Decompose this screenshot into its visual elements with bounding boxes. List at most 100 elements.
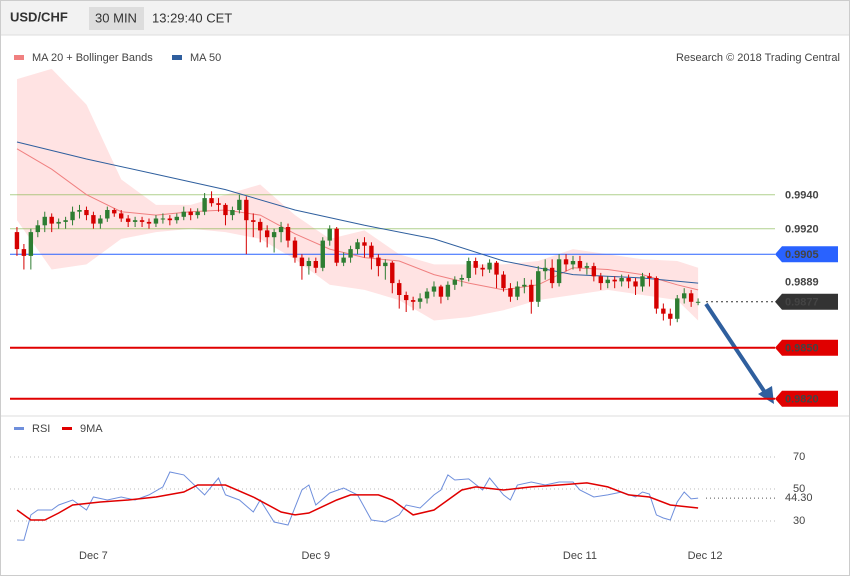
candle-body (188, 211, 193, 216)
candle-body (577, 261, 583, 268)
candle-body (355, 242, 360, 250)
candle-body (264, 230, 270, 238)
candle-body (278, 227, 284, 233)
y-tick-label: 30 (793, 515, 805, 527)
candle-body (626, 278, 631, 282)
candle-body (417, 298, 423, 302)
candle-body (681, 293, 687, 299)
candle-body (119, 213, 124, 219)
rsi-line (16, 471, 699, 541)
level-label: 0.9920 (785, 224, 819, 236)
candle-body (508, 288, 513, 297)
x-tick-label: Dec 9 (301, 550, 330, 562)
level-label: 0.9877 (785, 297, 819, 309)
candle-body (112, 210, 117, 214)
candle-body (209, 198, 214, 204)
bollinger-band (17, 68, 699, 321)
candle-body (501, 274, 506, 289)
candle-body (202, 198, 207, 212)
legend-label: RSI (32, 423, 50, 435)
x-tick-label: Dec 7 (79, 550, 108, 562)
credit: Research © 2018 Trading Central (676, 52, 840, 64)
level-label: 0.9905 (785, 249, 819, 261)
candle-body (153, 218, 159, 224)
candle-body (668, 313, 673, 319)
candle-body (647, 276, 652, 278)
level-label: 0.9820 (785, 394, 819, 406)
legend-label: 9MA (80, 423, 103, 435)
candle-body (654, 278, 659, 309)
candle-body (63, 220, 68, 222)
x-tick-label: Dec 11 (563, 550, 597, 562)
candle-body (619, 278, 624, 282)
interval: 30 MIN (95, 10, 137, 25)
candle-body (77, 210, 82, 212)
candle-body (341, 257, 346, 263)
candle-body (174, 216, 180, 221)
candle-body (452, 279, 458, 285)
legend-swatch (14, 55, 24, 60)
level-tag (775, 339, 838, 356)
candle-body (369, 245, 374, 258)
candle-body (91, 215, 96, 224)
candle-body (549, 267, 555, 284)
symbol: USD/CHF (10, 9, 68, 24)
candle-body (244, 199, 249, 221)
level-tag (775, 246, 838, 263)
candle-body (410, 300, 416, 302)
candle-body (438, 286, 444, 297)
candle-body (675, 298, 680, 319)
candle-body (49, 216, 54, 224)
candle-body (35, 225, 41, 233)
candle-body (383, 262, 388, 267)
candle-body (251, 220, 256, 222)
candle-body (299, 257, 305, 267)
legend-swatch (14, 427, 24, 430)
candle-body (216, 203, 221, 205)
candle-body (105, 210, 110, 219)
candle-body (494, 262, 499, 275)
candle-body (612, 279, 617, 282)
legend-label: MA 50 (190, 52, 221, 64)
y-tick-label: 50 (793, 483, 805, 495)
candle-body (695, 301, 701, 303)
candle-body (313, 261, 319, 268)
candle-body (487, 262, 492, 270)
candle-body (640, 276, 645, 287)
legend-swatch (62, 427, 72, 430)
level-tag (775, 390, 838, 407)
candle-body (542, 267, 548, 272)
forecast-arrow (704, 302, 768, 396)
candle-body (556, 259, 562, 284)
candle-body (28, 232, 34, 256)
candle-body (584, 266, 590, 268)
candle-body (125, 218, 131, 222)
candle-body (661, 308, 666, 314)
candle-body (320, 240, 325, 268)
candle-body (515, 286, 520, 297)
candle-body (598, 276, 603, 284)
candle-body (56, 221, 61, 224)
candle-body (688, 293, 694, 302)
candle-body (445, 284, 451, 297)
candle-body (424, 291, 430, 299)
y-tick-label: 70 (793, 451, 805, 463)
candle-body (285, 227, 291, 241)
candle-body (167, 218, 173, 221)
level-label: 0.9850 (785, 343, 819, 355)
x-tick-label: Dec 12 (688, 550, 723, 562)
legend-swatch (172, 55, 182, 60)
candle-body (633, 281, 638, 287)
rsi-line (16, 482, 699, 521)
candle-body (230, 210, 235, 216)
level-label: 0.9940 (785, 190, 819, 202)
candle-body (397, 283, 402, 295)
last-value-label: 44.30 (785, 492, 813, 504)
candle-body (480, 267, 485, 270)
candle-body (390, 262, 395, 284)
candle-body (14, 232, 20, 250)
candle-body (403, 295, 409, 301)
candle-body (473, 261, 478, 268)
level-tag (775, 293, 838, 310)
candle-body (237, 199, 242, 210)
